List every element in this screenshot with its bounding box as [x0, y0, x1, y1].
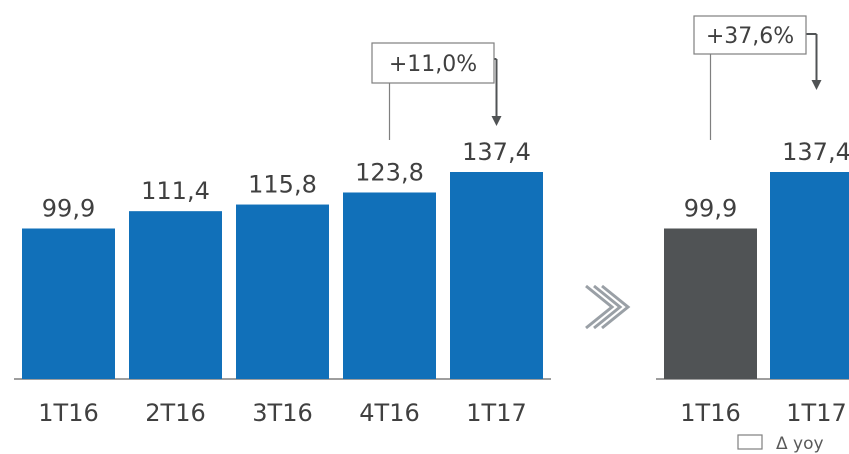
- delta-label: +37,6%: [706, 24, 794, 49]
- category-label: 4T16: [359, 399, 419, 427]
- delta-label: +11,0%: [389, 52, 477, 77]
- category-label: 1T16: [680, 399, 740, 427]
- legend-label: Δ yoy: [776, 434, 824, 454]
- legend-swatch-icon: [737, 434, 763, 450]
- value-label: 99,9: [684, 194, 737, 222]
- bar: [664, 228, 757, 379]
- delta-box: [371, 42, 495, 84]
- category-label: 3T16: [252, 399, 312, 427]
- category-label: 2T16: [145, 399, 205, 427]
- arrow-down-icon: [491, 116, 502, 126]
- delta-annotation: +11,0%: [371, 42, 502, 140]
- arrow-down-icon: [811, 80, 822, 90]
- quarterly-chart: 99,9 1T16 111,4 2T16 115,8 3T16 123,8 4T16 137,4…: [14, 42, 551, 427]
- value-label: 99,9: [42, 194, 95, 222]
- value-label: 111,4: [141, 177, 210, 205]
- value-label: 115,8: [248, 171, 317, 199]
- category-label: 1T17: [786, 399, 846, 427]
- category-label: 1T16: [38, 399, 98, 427]
- bar: [22, 228, 115, 379]
- delta-annotation: +37,6%: [693, 15, 822, 140]
- bar: [236, 204, 329, 379]
- value-label: 123,8: [355, 158, 424, 186]
- delta-box: [693, 15, 807, 55]
- yoy-chart: 99,9 1T16 137,4 1T17 +37,6%: [656, 15, 849, 427]
- separator-chevron-icon: [585, 284, 631, 330]
- legend: Δ yoy: [737, 434, 824, 454]
- value-label: 137,4: [462, 138, 531, 166]
- bar: [770, 172, 849, 379]
- bar: [343, 192, 436, 379]
- bar: [450, 172, 543, 379]
- category-label: 1T17: [466, 399, 526, 427]
- value-label: 137,4: [782, 138, 849, 166]
- bar: [129, 211, 222, 379]
